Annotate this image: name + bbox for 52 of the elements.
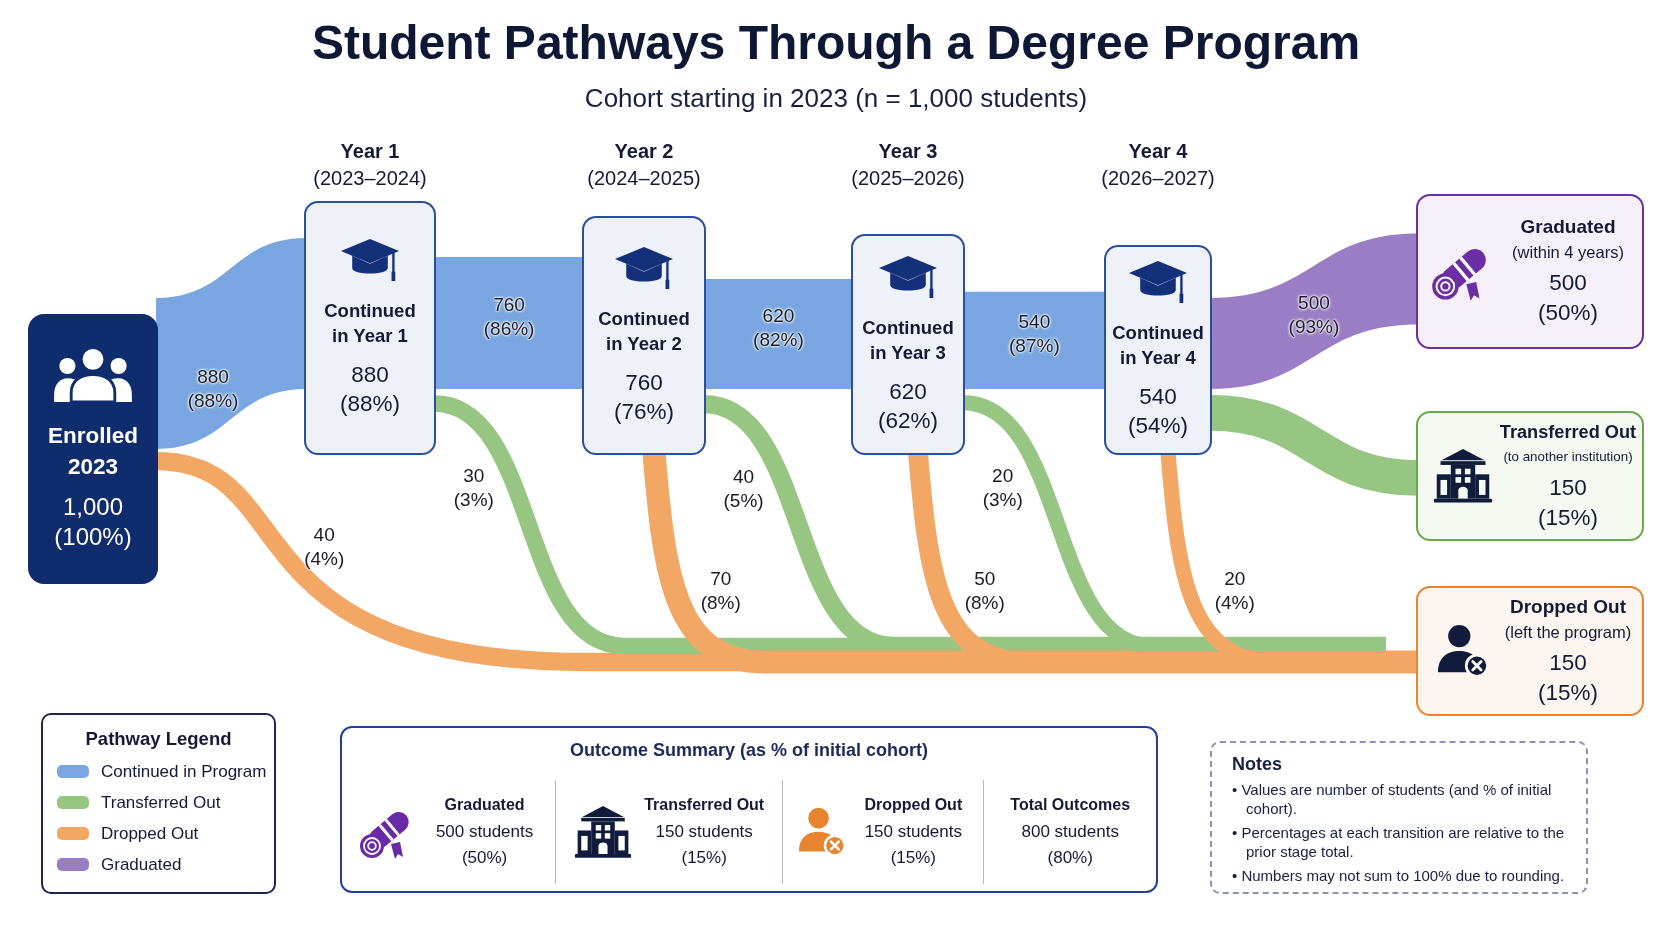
text: Year 1 (2023–2024)	[313, 140, 427, 189]
text: Cohort starting in 2023 (n = 1,000 students)	[584, 83, 1088, 113]
category-label: Dropped Out	[864, 796, 963, 813]
category-label: Continued in Year 2	[598, 307, 690, 354]
data-label: 540 (87%)	[1009, 311, 1060, 357]
text: 150 students (15%)	[655, 822, 753, 867]
data-label: 20 (4%)	[1214, 567, 1255, 613]
legend-label: Transferred Out	[101, 792, 221, 812]
text: • Values are number of students (and % of initial cohort).	[1232, 781, 1552, 817]
category-label: Total Outcomes	[1010, 796, 1131, 813]
category-label: Continued in Year 4	[1112, 321, 1204, 368]
text: 500 students (50%)	[435, 822, 534, 867]
data-label: 760 (76%)	[613, 369, 674, 424]
text: • Percentages at each transition are relative to the prior stage total.	[1232, 824, 1565, 860]
data-label: 150 (15%)	[1537, 475, 1599, 530]
data-label: 880 (88%)	[339, 361, 400, 416]
category-label: Transferred Out (to another institution)	[1499, 422, 1637, 464]
category-label: Transferred Out	[644, 796, 765, 813]
data-label: 1,000 (100%)	[54, 492, 132, 550]
data-label: 500 (50%)	[1537, 270, 1599, 325]
text: 150 students (15%)	[864, 822, 962, 867]
text: Student Pathways Through a Degree Program	[311, 16, 1361, 69]
data-label: 500 (93%)	[1288, 292, 1340, 338]
data-label: 760 (86%)	[483, 293, 535, 339]
text: • Numbers may not sum to 100% due to rounding.	[1232, 867, 1565, 884]
legend-label: Graduated	[101, 854, 182, 874]
data-label: 540 (54%)	[1127, 383, 1189, 438]
data-label: 50 (8%)	[964, 567, 1005, 613]
text: 800 students (80%)	[1021, 822, 1119, 867]
text: Outcome Summary (as % of initial cohort)	[569, 740, 929, 760]
text: Year 3 (2025–2026)	[851, 140, 965, 189]
text: Year 2 (2024–2025)	[587, 140, 701, 189]
data-label: 30 (3%)	[453, 465, 494, 511]
category-label: Graduated	[444, 796, 525, 813]
category-label: Dropped Out (left the program)	[1504, 596, 1632, 641]
legend-label: Continued in Program	[101, 761, 267, 781]
data-label: 880 (88%)	[187, 366, 239, 412]
data-label: 620 (62%)	[877, 378, 939, 433]
category-label: Graduated (within 4 years)	[1512, 216, 1624, 261]
category-label: Enrolled 2023	[47, 422, 138, 479]
legend-label: Dropped Out	[101, 823, 199, 843]
category-label: Continued in Year 1	[324, 299, 416, 346]
data-label: 150 (15%)	[1537, 650, 1599, 705]
text: Year 4 (2026–2027)	[1101, 140, 1215, 189]
category-label: Continued in Year 3	[862, 316, 954, 363]
data-label: 620 (82%)	[753, 305, 804, 351]
data-label: 20 (3%)	[982, 464, 1023, 510]
data-label: 40 (4%)	[304, 523, 345, 569]
data-label: 70 (8%)	[700, 567, 741, 613]
legend-title: Pathway Legend	[85, 728, 232, 749]
data-label: 40 (5%)	[723, 466, 764, 512]
text: Notes	[1232, 754, 1283, 774]
